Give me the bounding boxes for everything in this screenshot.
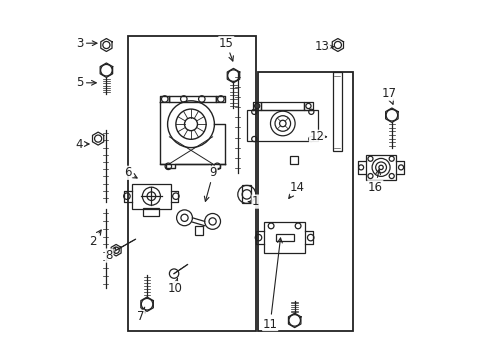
Bar xyxy=(366,155,396,180)
Text: 8: 8 xyxy=(105,248,116,262)
Bar xyxy=(132,184,171,209)
Text: 2: 2 xyxy=(89,230,101,248)
Text: 10: 10 xyxy=(168,278,182,294)
Text: 9: 9 xyxy=(204,166,217,201)
Bar xyxy=(258,72,353,331)
Text: 17: 17 xyxy=(382,87,396,104)
Text: 1: 1 xyxy=(248,195,260,208)
Text: 16: 16 xyxy=(368,170,383,194)
Text: 12: 12 xyxy=(310,130,326,143)
Bar xyxy=(290,156,298,164)
Bar xyxy=(275,234,294,241)
Bar xyxy=(243,185,251,203)
Text: 15: 15 xyxy=(219,37,234,61)
Bar xyxy=(196,226,202,235)
Text: 13: 13 xyxy=(315,40,333,53)
Text: 6: 6 xyxy=(124,166,137,179)
Text: 4: 4 xyxy=(75,138,89,150)
Text: 14: 14 xyxy=(289,181,305,198)
Bar xyxy=(264,222,305,253)
Bar xyxy=(144,208,159,216)
Bar xyxy=(333,72,342,151)
Bar xyxy=(247,110,318,141)
Bar xyxy=(128,36,256,331)
Text: 5: 5 xyxy=(76,76,96,89)
Text: 11: 11 xyxy=(263,238,282,330)
Text: 7: 7 xyxy=(137,307,145,323)
Text: 3: 3 xyxy=(76,37,97,50)
